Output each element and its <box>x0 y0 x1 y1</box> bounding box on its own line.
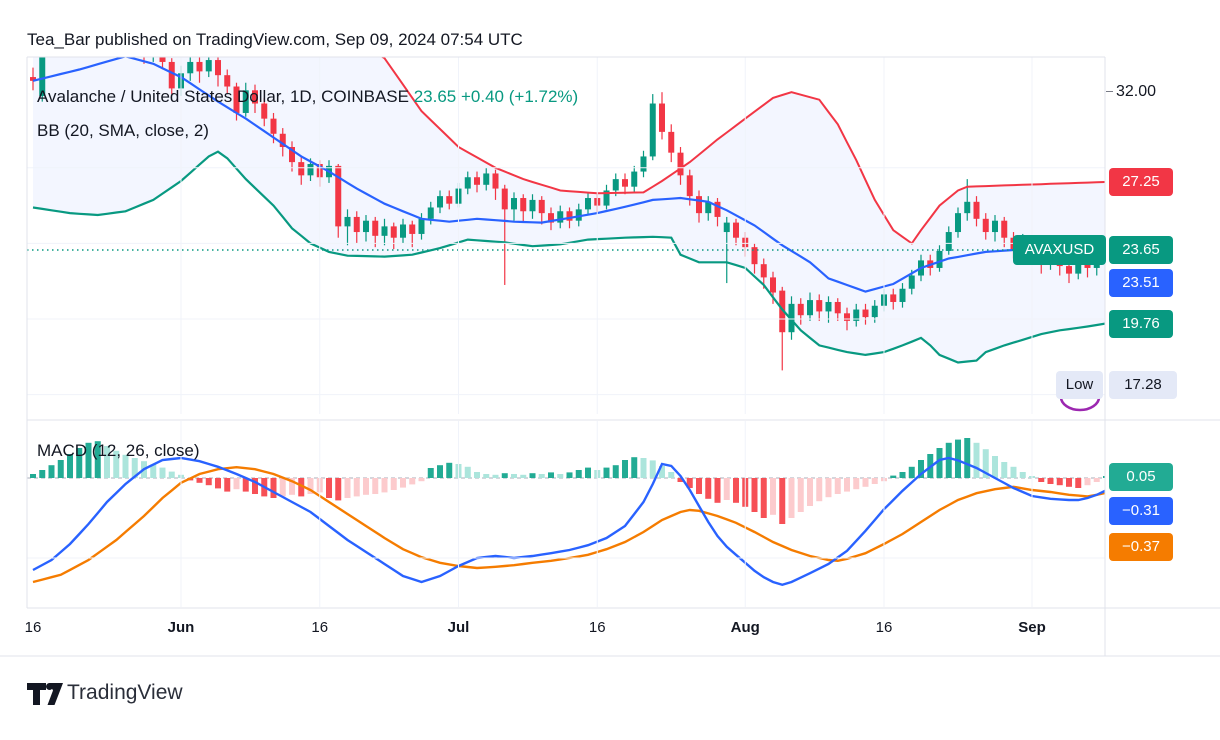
macd-hist-badge: 0.05 <box>1109 463 1173 491</box>
symbol-title: Avalanche / United States Dollar, 1D, CO… <box>37 87 409 106</box>
bb-basis-price-badge: 23.51 <box>1109 269 1173 297</box>
price-axis-tick <box>1106 91 1113 92</box>
time-axis-tick-aug: Aug <box>730 619 760 636</box>
quote-change: +0.40 <box>461 87 505 106</box>
macd-indicator-label[interactable]: MACD (12, 26, close) <box>37 441 200 460</box>
price-axis-label-32[interactable]: 32.00 <box>1116 83 1157 100</box>
time-axis-tick-jul: Jul <box>447 619 470 636</box>
publish-header: Tea_Bar published on TradingView.com, Se… <box>27 30 523 49</box>
ticker-badge: AVAXUSD <box>1013 235 1106 265</box>
macd-line-badge: −0.31 <box>1109 497 1173 525</box>
time-axis-tick-sep: Sep <box>1018 619 1046 636</box>
macd-signal-badge: −0.37 <box>1109 533 1173 561</box>
time-axis-tick-16: 16 <box>24 619 42 636</box>
symbol-title-row[interactable]: Avalanche / United States Dollar, 1D, CO… <box>37 87 578 107</box>
time-axis-tick-16: 16 <box>588 619 606 636</box>
low-price-badge: 17.28 <box>1109 371 1177 399</box>
quote-change-pct: (+1.72%) <box>508 87 579 106</box>
low-label-badge: Low <box>1056 371 1103 399</box>
time-axis-tick-16: 16 <box>875 619 893 636</box>
bb-indicator-label[interactable]: BB (20, SMA, close, 2) <box>37 121 209 140</box>
bb-lower-price-badge: 19.76 <box>1109 310 1173 338</box>
tradingview-brand[interactable]: TradingView <box>67 681 183 704</box>
tradingview-logo-icon[interactable] <box>27 683 63 712</box>
quote-last: 23.65 <box>413 87 457 106</box>
time-axis-tick-16: 16 <box>311 619 329 636</box>
bb-upper-price-badge: 27.25 <box>1109 168 1173 196</box>
time-axis-tick-jun: Jun <box>167 619 195 636</box>
last-price-badge: 23.65 <box>1109 236 1173 264</box>
